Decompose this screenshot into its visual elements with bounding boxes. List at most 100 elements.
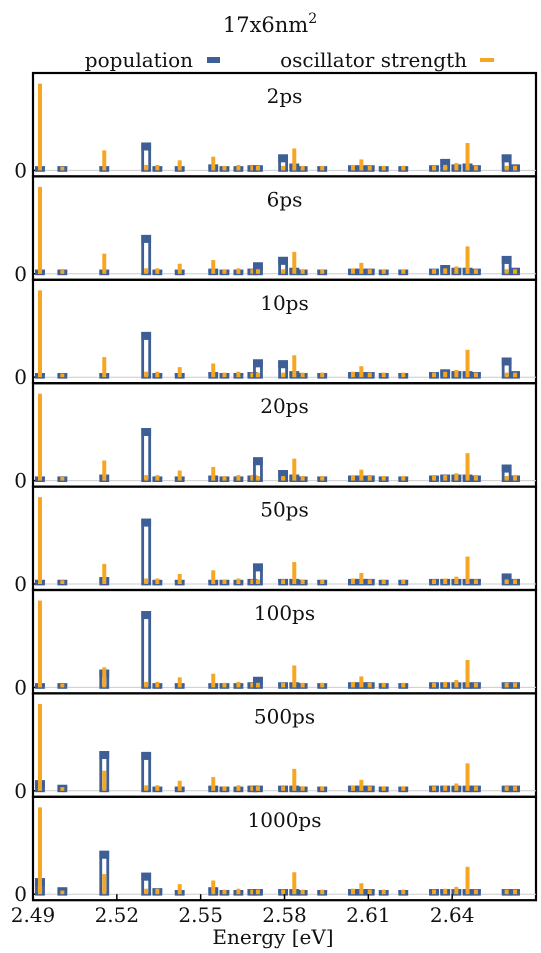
oscillator-bar: [513, 372, 518, 378]
oscillator-bar: [432, 165, 437, 171]
oscillator-bar: [250, 476, 255, 481]
oscillator-bar: [236, 475, 241, 481]
population-bar-cap: [501, 357, 512, 366]
legend-label-oscillator-strength: oscillator strength: [280, 48, 467, 72]
oscillator-bar: [144, 371, 149, 378]
oscillator-bar: [432, 889, 437, 895]
oscillator-bar: [211, 673, 216, 688]
oscillator-bar: [454, 266, 459, 274]
oscillator-bar: [381, 165, 386, 171]
oscillator-bar: [60, 270, 65, 274]
x-axis: 2.49 2.52 2.55 2.58 2.61 2.64: [11, 894, 475, 927]
oscillator-bar: [102, 357, 107, 378]
oscillator-bar: [155, 578, 160, 584]
oscillator-bar: [320, 889, 325, 895]
oscillator-bar: [222, 682, 227, 688]
y-tick-label: 0: [14, 675, 27, 699]
panel-500ps: 0 500ps: [14, 692, 538, 803]
population-bar-cap: [99, 850, 110, 859]
oscillator-bar: [250, 579, 255, 584]
oscillator-bar: [102, 667, 107, 688]
oscillator-bar: [292, 562, 297, 584]
oscillator-bar: [513, 786, 518, 791]
oscillator-bar: [359, 366, 364, 378]
legend: population oscillator strength: [85, 48, 494, 72]
oscillator-bar: [236, 888, 241, 895]
x-tick-label: 2.64: [430, 903, 475, 927]
oscillator-bar: [454, 576, 459, 584]
oscillator-bar: [250, 269, 255, 274]
population-bar-cap: [141, 331, 152, 340]
oscillator-bar: [401, 579, 406, 584]
oscillator-bar: [359, 676, 364, 688]
oscillator-bar: [401, 476, 406, 481]
oscillator-bar: [443, 785, 448, 791]
oscillator-bar: [473, 476, 478, 481]
population-bar-cap: [501, 573, 512, 582]
oscillator-bar: [513, 889, 518, 895]
legend-swatch-population: [207, 57, 220, 63]
oscillator-bar: [102, 563, 107, 584]
oscillator-bar: [281, 372, 286, 378]
oscillator-bar: [102, 770, 107, 791]
oscillator-bar: [401, 889, 406, 895]
oscillator-bar: [454, 680, 459, 688]
oscillator-bar: [300, 269, 305, 274]
oscillator-bar: [281, 682, 286, 688]
oscillator-bar: [465, 763, 470, 791]
oscillator-bar: [513, 269, 518, 274]
population-bar-cap: [278, 470, 289, 479]
oscillator-bar: [367, 682, 372, 688]
oscillator-bar: [155, 164, 160, 171]
oscillator-bar: [300, 786, 305, 791]
oscillator-bar: [236, 164, 241, 171]
oscillator-bar: [504, 682, 509, 688]
oscillator-bar: [250, 372, 255, 378]
oscillator-bar: [473, 786, 478, 791]
oscillator-bar: [177, 470, 182, 481]
oscillator-bar: [465, 556, 470, 584]
oscillator-bar: [177, 263, 182, 274]
oscillator-bar: [359, 883, 364, 895]
oscillator-bar: [222, 786, 227, 791]
oscillator-bar: [144, 578, 149, 584]
y-tick-label: 0: [14, 158, 27, 182]
oscillator-bar: [350, 164, 355, 171]
oscillator-bar: [504, 786, 509, 791]
oscillator-bar: [211, 466, 216, 481]
population-bar-cap: [99, 751, 110, 760]
oscillator-bar: [401, 786, 406, 791]
panel-label: 10ps: [260, 291, 309, 315]
oscillator-bar: [473, 682, 478, 688]
oscillator-bar: [350, 785, 355, 791]
oscillator-bar: [320, 372, 325, 378]
oscillator-bar: [432, 269, 437, 274]
oscillator-bar: [381, 579, 386, 584]
population-bar-cap: [57, 887, 68, 893]
oscillator-bar: [432, 372, 437, 378]
oscillator-bar: [320, 579, 325, 584]
population-bar-cap: [253, 262, 263, 271]
panel-6ps: 0 6ps: [14, 175, 538, 286]
oscillator-bar: [155, 888, 160, 895]
panel-label: 20ps: [260, 394, 309, 418]
oscillator-bar: [292, 458, 297, 481]
oscillator-bar: [222, 476, 227, 481]
oscillator-bar: [443, 888, 448, 895]
oscillator-bar: [177, 160, 182, 171]
oscillator-bar: [359, 262, 364, 274]
oscillator-bar: [155, 681, 160, 688]
oscillator-bar: [300, 682, 305, 688]
panel-label: 500ps: [254, 704, 315, 728]
oscillator-bar: [401, 372, 406, 378]
oscillator-bar: [359, 469, 364, 481]
oscillator-bar: [381, 682, 386, 688]
oscillator-bar: [454, 369, 459, 378]
legend-swatch-oscillator-strength: [480, 58, 494, 62]
oscillator-bar: [281, 165, 286, 171]
population-bar-cap: [253, 359, 263, 368]
y-tick-label: 0: [14, 469, 27, 493]
population-bar-cap: [440, 158, 451, 167]
oscillator-bar: [320, 476, 325, 481]
oscillator-bar: [292, 251, 297, 274]
